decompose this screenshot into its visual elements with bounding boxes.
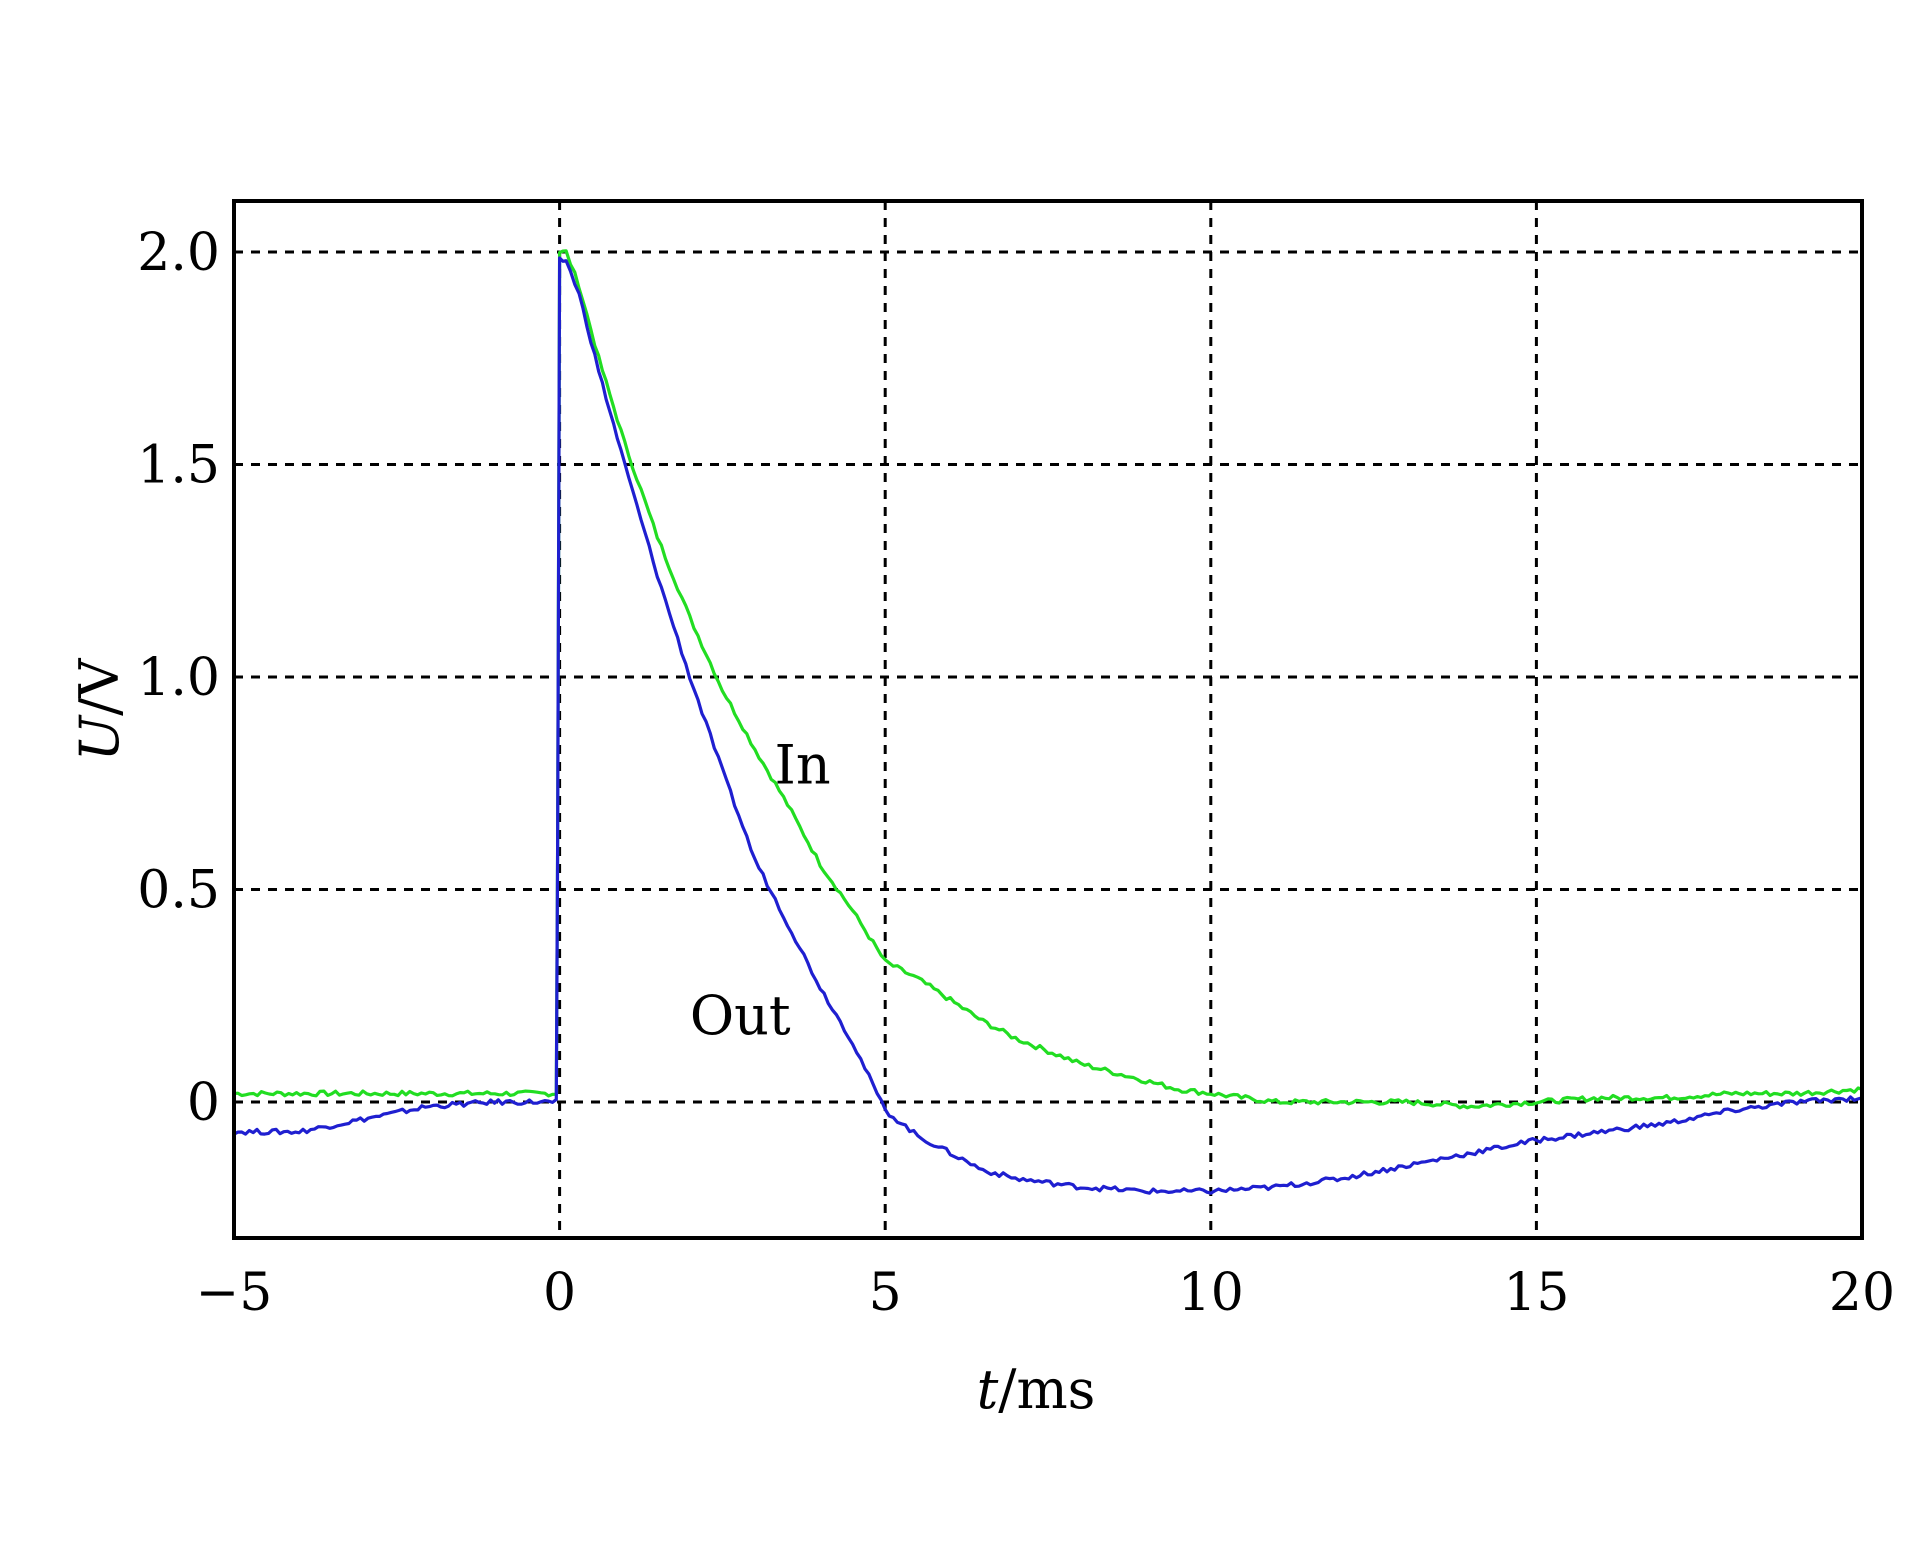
y-tick-label: 1.0 [137,648,220,708]
x-axis-ticks: −5 0 5 10 15 20 [196,1263,1895,1323]
x-tick-label: 0 [543,1263,576,1323]
grid-lines [234,201,1862,1238]
x-tick-label: 20 [1829,1263,1895,1323]
series-annotation-in: In [774,733,830,796]
x-tick-label: 15 [1503,1263,1569,1323]
x-axis-label: t/ms [977,1358,1096,1421]
x-tick-label: −5 [196,1263,273,1323]
series-line-out [232,256,1864,1195]
series-lines [232,249,1864,1195]
y-tick-label: 1.5 [137,436,220,496]
series-annotations: In Out [690,733,831,1047]
x-tick-label: 5 [869,1263,902,1323]
series-line-in [232,249,1864,1110]
y-axis-label: U/V [68,658,131,762]
y-tick-label: 0.5 [137,861,220,921]
plot-area-frame [232,199,1864,1240]
y-tick-label: 2.0 [137,223,220,283]
y-tick-label: 0 [187,1073,220,1133]
series-annotation-out: Out [690,984,791,1047]
y-axis-ticks: 0 0.5 1.0 1.5 2.0 [137,223,220,1133]
x-tick-label: 10 [1178,1263,1244,1323]
